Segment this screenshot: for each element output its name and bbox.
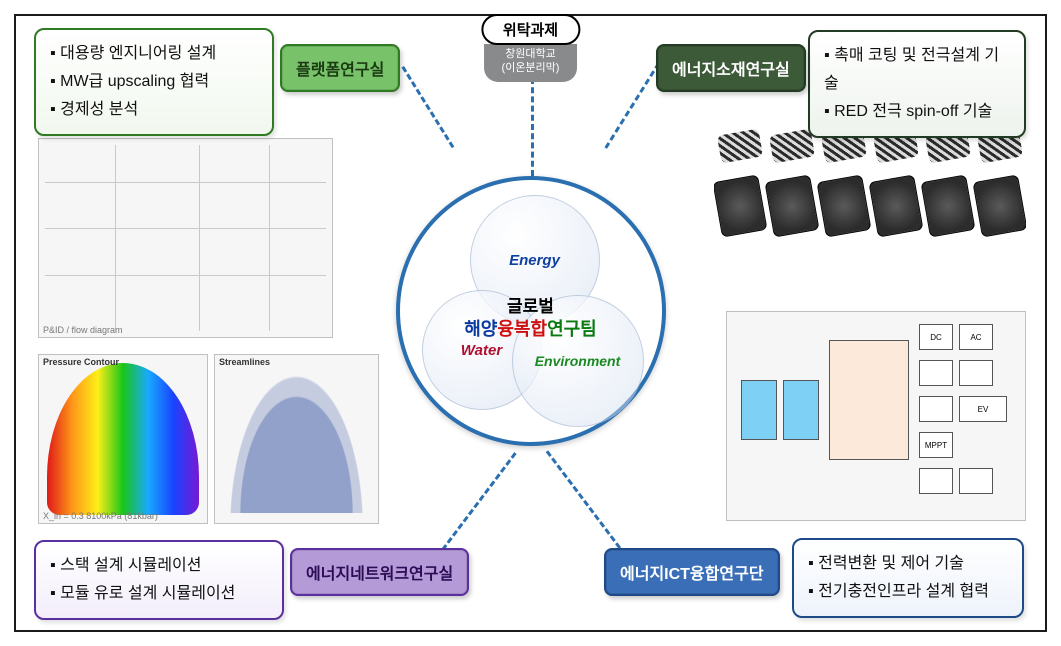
top-sub: 창원대학교 (이온분리막) (484, 44, 578, 82)
img-schematic-note: P&ID / flow diagram (43, 325, 123, 335)
network-item-1: 모듈 유로 설계 시뮬레이션 (50, 580, 268, 608)
hub-title-line1: 글로벌 (400, 296, 662, 318)
hub-title-w2: 융복합 (497, 319, 547, 339)
img-circuit: DC AC EV MPPT (726, 311, 1026, 521)
ict-item-1: 전기충전인프라 설계 협력 (808, 578, 1008, 606)
network-label: 에너지네트워크연구실 (290, 548, 469, 596)
platform-label: 플랫폼연구실 (280, 44, 400, 92)
platform-item-1: MW급 upscaling 협력 (50, 68, 258, 96)
platform-list: 대용량 엔지니어링 설계 MW급 upscaling 협력 경제성 분석 (34, 28, 274, 136)
img-cfd-contour: Pressure Contour X_in = 0.3 8100kPa (81k… (38, 354, 208, 524)
venn-water-label: Water (461, 342, 502, 359)
top-sub-line1: 창원대학교 (505, 48, 556, 60)
img-schematic: P&ID / flow diagram (38, 138, 333, 338)
ict-item-0: 전력변환 및 제어 기술 (808, 550, 1008, 578)
materials-item-0: 촉매 코팅 및 전극설계 기술 (824, 42, 1010, 98)
cfd-right-label: Streamlines (219, 357, 270, 367)
platform-item-0: 대용량 엔지니어링 설계 (50, 40, 258, 68)
connector-tr (604, 62, 660, 148)
hub-ring: Energy Water Environment 글로벌 해양융복합연구팀 (396, 176, 666, 446)
network-list: 스택 설계 시뮬레이션 모듈 유로 설계 시뮬레이션 (34, 540, 284, 620)
diagram-frame: 위탁과제 창원대학교 (이온분리막) Energy Water Environm… (14, 14, 1047, 632)
platform-item-2: 경제성 분석 (50, 96, 258, 124)
network-item-0: 스택 설계 시뮬레이션 (50, 552, 268, 580)
materials-label: 에너지소재연구실 (656, 44, 806, 92)
top-pill: 위탁과제 (481, 14, 580, 45)
top-sub-line2: (이온분리막) (502, 62, 560, 74)
materials-item-1: RED 전극 spin-off 기술 (824, 98, 1010, 126)
hub-title: 글로벌 해양융복합연구팀 (400, 296, 662, 341)
img-nano (714, 128, 1026, 246)
img-cfd-streamlines: Streamlines (214, 354, 379, 524)
materials-list: 촉매 코팅 및 전극설계 기술 RED 전극 spin-off 기술 (808, 30, 1026, 138)
connector-br (546, 450, 627, 556)
connector-tl (401, 66, 454, 148)
connector-bl (436, 452, 517, 558)
hub-title-w3: 연구팀 (547, 319, 597, 339)
venn-energy-label: Energy (509, 252, 560, 269)
cfd-legend: X_in = 0.3 8100kPa (81kbar) (43, 511, 158, 521)
hub-title-w1: 해양 (464, 319, 497, 339)
cfd-left-label: Pressure Contour (43, 357, 119, 367)
venn-env-label: Environment (535, 353, 621, 369)
ict-list: 전력변환 및 제어 기술 전기충전인프라 설계 협력 (792, 538, 1024, 618)
ict-label: 에너지ICT융합연구단 (604, 548, 780, 596)
connector-top (531, 78, 534, 176)
